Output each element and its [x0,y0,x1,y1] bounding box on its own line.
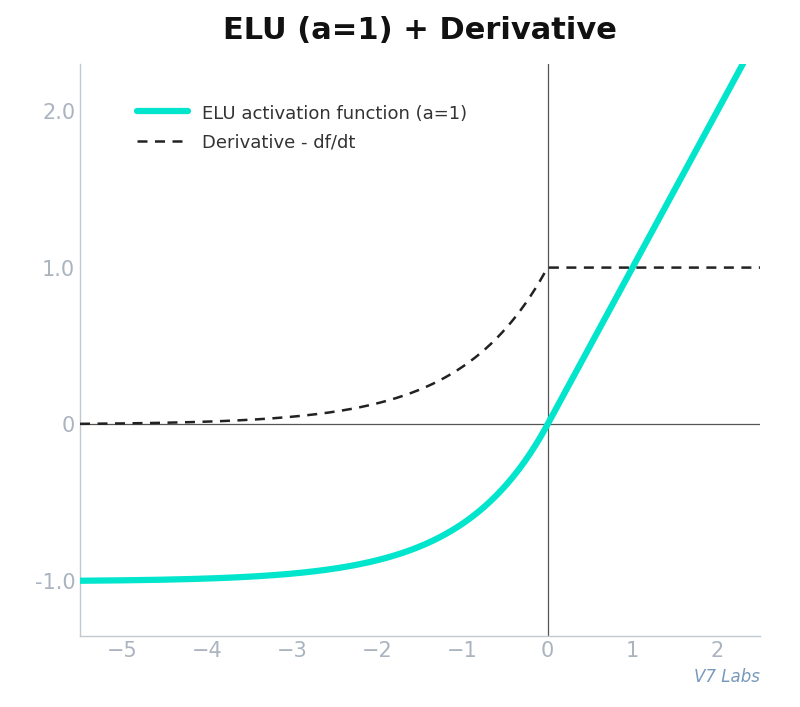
Title: ELU (a=1) + Derivative: ELU (a=1) + Derivative [223,16,617,45]
Text: V7 Labs: V7 Labs [694,668,760,686]
Legend: ELU activation function (a=1), Derivative - df/dt: ELU activation function (a=1), Derivativ… [123,90,482,166]
